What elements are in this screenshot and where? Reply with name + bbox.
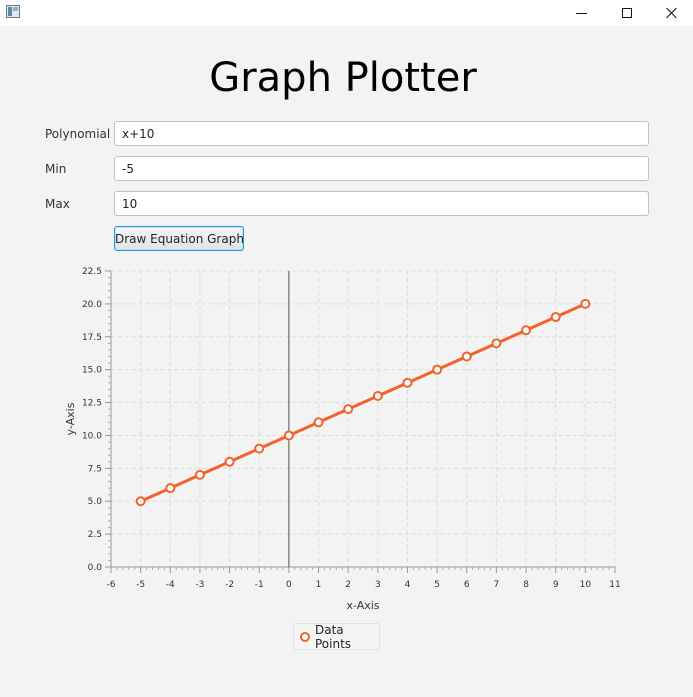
x-tick-label: 3	[375, 580, 381, 590]
page-title: Graph Plotter	[209, 55, 477, 101]
x-tick-label: 7	[494, 580, 500, 590]
y-tick-label: 0.0	[88, 563, 103, 573]
y-axis-label: y-Axis	[64, 402, 77, 435]
max-label: Max	[45, 197, 70, 211]
y-tick-label: 7.5	[88, 464, 102, 474]
legend-marker-icon	[300, 631, 310, 642]
data-point	[432, 364, 443, 375]
y-tick-label: 17.5	[82, 333, 102, 343]
data-point	[491, 338, 502, 349]
y-tick-label: 5.0	[88, 497, 103, 507]
x-tick-label: -3	[195, 580, 204, 590]
data-point	[194, 469, 205, 480]
x-tick-label: 4	[405, 580, 411, 590]
y-tick-label: 2.5	[88, 530, 102, 540]
y-tick-label: 15.0	[82, 366, 102, 376]
data-point	[402, 377, 413, 388]
x-tick-label: 5	[434, 580, 440, 590]
title-bar	[0, 0, 693, 26]
y-tick-label: 12.5	[82, 399, 102, 409]
max-input[interactable]	[114, 191, 649, 216]
chart-legend: Data Points	[293, 622, 380, 651]
series-line	[140, 302, 586, 503]
chart-axes	[110, 271, 615, 568]
data-point	[461, 351, 472, 362]
x-axis-label: x-Axis	[346, 599, 379, 612]
x-tick-label: 1	[316, 580, 322, 590]
min-label: Min	[45, 162, 67, 176]
chart-ticks: -6 -5 -4 -3 -2 -1 0 1 2 3 4 5 6 7 8 9 10 11 0.0 2.5 5.0 7.5 10…	[82, 267, 621, 590]
polynomial-input[interactable]	[114, 121, 649, 146]
data-point	[343, 404, 354, 415]
data-point	[135, 496, 146, 507]
x-tick-label: 6	[464, 580, 470, 590]
x-tick-label: -4	[166, 580, 175, 590]
line-chart: -6 -5 -4 -3 -2 -1 0 1 2 3 4 5 6 7 8 9 10 11 0.0 2.5 5.0 7.5 10…	[64, 267, 621, 612]
data-point	[165, 483, 176, 494]
close-button[interactable]	[650, 0, 693, 26]
x-tick-label: 10	[580, 580, 592, 590]
data-point	[224, 456, 235, 467]
x-tick-label: -1	[255, 580, 264, 590]
x-tick-label: -5	[136, 580, 145, 590]
draw-equation-graph-button[interactable]: Draw Equation Graph	[114, 226, 244, 251]
data-point	[550, 312, 561, 323]
y-tick-label: 20.0	[82, 300, 102, 310]
data-point	[580, 298, 591, 309]
data-point	[521, 325, 532, 336]
x-tick-label: 2	[345, 580, 351, 590]
close-icon	[666, 7, 678, 19]
x-tick-label: 9	[553, 580, 559, 590]
minimize-icon	[575, 12, 587, 14]
maximize-icon	[622, 8, 632, 18]
polynomial-label: Polynomial	[45, 127, 111, 141]
data-point	[283, 430, 294, 441]
data-points	[135, 298, 591, 507]
y-tick-label: 10.0	[82, 431, 102, 441]
data-point	[313, 417, 324, 428]
minimize-button[interactable]	[558, 0, 604, 26]
x-tick-label: -2	[225, 580, 234, 590]
x-tick-label: 0	[286, 580, 292, 590]
y-tick-label: 22.5	[82, 267, 102, 277]
data-point	[254, 443, 265, 454]
x-tick-label: 8	[523, 580, 529, 590]
legend-label: Data Points	[315, 622, 352, 651]
maximize-button[interactable]	[604, 0, 650, 26]
x-tick-label: -6	[107, 580, 116, 590]
data-point	[372, 390, 383, 401]
app-window-icon	[6, 5, 20, 18]
chart-grid	[110, 270, 616, 568]
min-input[interactable]	[114, 156, 649, 181]
x-tick-label: 11	[609, 580, 620, 590]
